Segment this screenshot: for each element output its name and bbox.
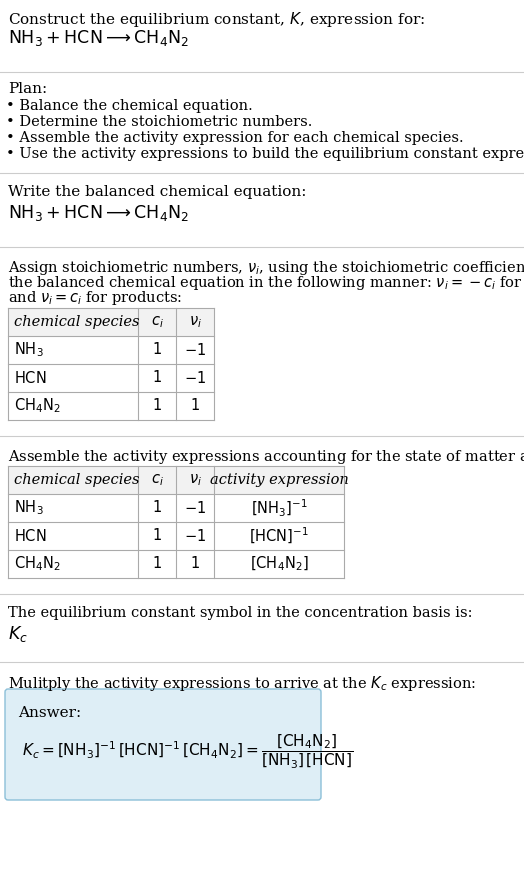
Bar xyxy=(8,308,214,420)
Text: $\nu_i$: $\nu_i$ xyxy=(189,314,202,330)
Text: 1: 1 xyxy=(152,371,161,386)
Text: and $\nu_i = c_i$ for products:: and $\nu_i = c_i$ for products: xyxy=(8,289,182,307)
Text: $\mathrm{CH_4N_2}$: $\mathrm{CH_4N_2}$ xyxy=(14,555,61,573)
Text: • Use the activity expressions to build the equilibrium constant expression.: • Use the activity expressions to build … xyxy=(6,147,524,161)
Bar xyxy=(8,466,344,494)
Text: Mulitply the activity expressions to arrive at the $K_c$ expression:: Mulitply the activity expressions to arr… xyxy=(8,674,476,693)
Text: the balanced chemical equation in the following manner: $\nu_i = -c_i$ for react: the balanced chemical equation in the fo… xyxy=(8,274,524,292)
Text: $\mathrm{HCN}$: $\mathrm{HCN}$ xyxy=(14,370,47,386)
Text: • Balance the chemical equation.: • Balance the chemical equation. xyxy=(6,99,253,113)
Text: 1: 1 xyxy=(152,500,161,515)
Text: $\mathrm{HCN}$: $\mathrm{HCN}$ xyxy=(14,528,47,544)
Bar xyxy=(8,466,344,578)
Text: Write the balanced chemical equation:: Write the balanced chemical equation: xyxy=(8,185,307,199)
Text: 1: 1 xyxy=(152,556,161,572)
Text: $\mathrm{NH_3 + HCN} \longrightarrow \mathrm{CH_4N_2}$: $\mathrm{NH_3 + HCN} \longrightarrow \ma… xyxy=(8,28,189,48)
Text: chemical species: chemical species xyxy=(14,315,139,329)
Text: $-1$: $-1$ xyxy=(184,370,206,386)
Text: $c_i$: $c_i$ xyxy=(150,314,163,330)
Text: $-1$: $-1$ xyxy=(184,342,206,358)
Text: $\nu_i$: $\nu_i$ xyxy=(189,472,202,488)
Text: Answer:: Answer: xyxy=(18,706,81,720)
Text: $-1$: $-1$ xyxy=(184,500,206,516)
Text: 1: 1 xyxy=(152,343,161,357)
Text: $-1$: $-1$ xyxy=(184,528,206,544)
Text: $K_c$: $K_c$ xyxy=(8,624,28,644)
Text: Construct the equilibrium constant, $K$, expression for:: Construct the equilibrium constant, $K$,… xyxy=(8,10,425,29)
Text: $[\mathrm{NH_3}]^{-1}$: $[\mathrm{NH_3}]^{-1}$ xyxy=(250,497,308,519)
Text: chemical species: chemical species xyxy=(14,473,139,487)
Bar xyxy=(8,308,214,336)
Text: $\mathrm{NH_3}$: $\mathrm{NH_3}$ xyxy=(14,498,43,517)
Text: $[\mathrm{CH_4N_2}]$: $[\mathrm{CH_4N_2}]$ xyxy=(250,555,308,573)
Text: 1: 1 xyxy=(152,529,161,544)
Text: The equilibrium constant symbol in the concentration basis is:: The equilibrium constant symbol in the c… xyxy=(8,606,473,620)
Text: Assign stoichiometric numbers, $\nu_i$, using the stoichiometric coefficients, $: Assign stoichiometric numbers, $\nu_i$, … xyxy=(8,259,524,277)
Text: $\mathrm{CH_4N_2}$: $\mathrm{CH_4N_2}$ xyxy=(14,396,61,415)
Text: Plan:: Plan: xyxy=(8,82,47,96)
Text: 1: 1 xyxy=(152,398,161,413)
Text: $K_c = [\mathrm{NH_3}]^{-1}\,[\mathrm{HCN}]^{-1}\,[\mathrm{CH_4N_2}] = \dfrac{[\: $K_c = [\mathrm{NH_3}]^{-1}\,[\mathrm{HC… xyxy=(22,733,353,771)
Text: $[\mathrm{HCN}]^{-1}$: $[\mathrm{HCN}]^{-1}$ xyxy=(249,526,309,546)
Text: • Assemble the activity expression for each chemical species.: • Assemble the activity expression for e… xyxy=(6,131,464,145)
Text: activity expression: activity expression xyxy=(210,473,348,487)
Text: $c_i$: $c_i$ xyxy=(150,472,163,488)
Text: 1: 1 xyxy=(190,556,200,572)
Text: $\mathrm{NH_3 + HCN} \longrightarrow \mathrm{CH_4N_2}$: $\mathrm{NH_3 + HCN} \longrightarrow \ma… xyxy=(8,203,189,223)
Text: • Determine the stoichiometric numbers.: • Determine the stoichiometric numbers. xyxy=(6,115,312,129)
FancyBboxPatch shape xyxy=(5,689,321,800)
Text: $\mathrm{NH_3}$: $\mathrm{NH_3}$ xyxy=(14,340,43,359)
Text: 1: 1 xyxy=(190,398,200,413)
Text: Assemble the activity expressions accounting for the state of matter and $\nu_i$: Assemble the activity expressions accoun… xyxy=(8,448,524,466)
